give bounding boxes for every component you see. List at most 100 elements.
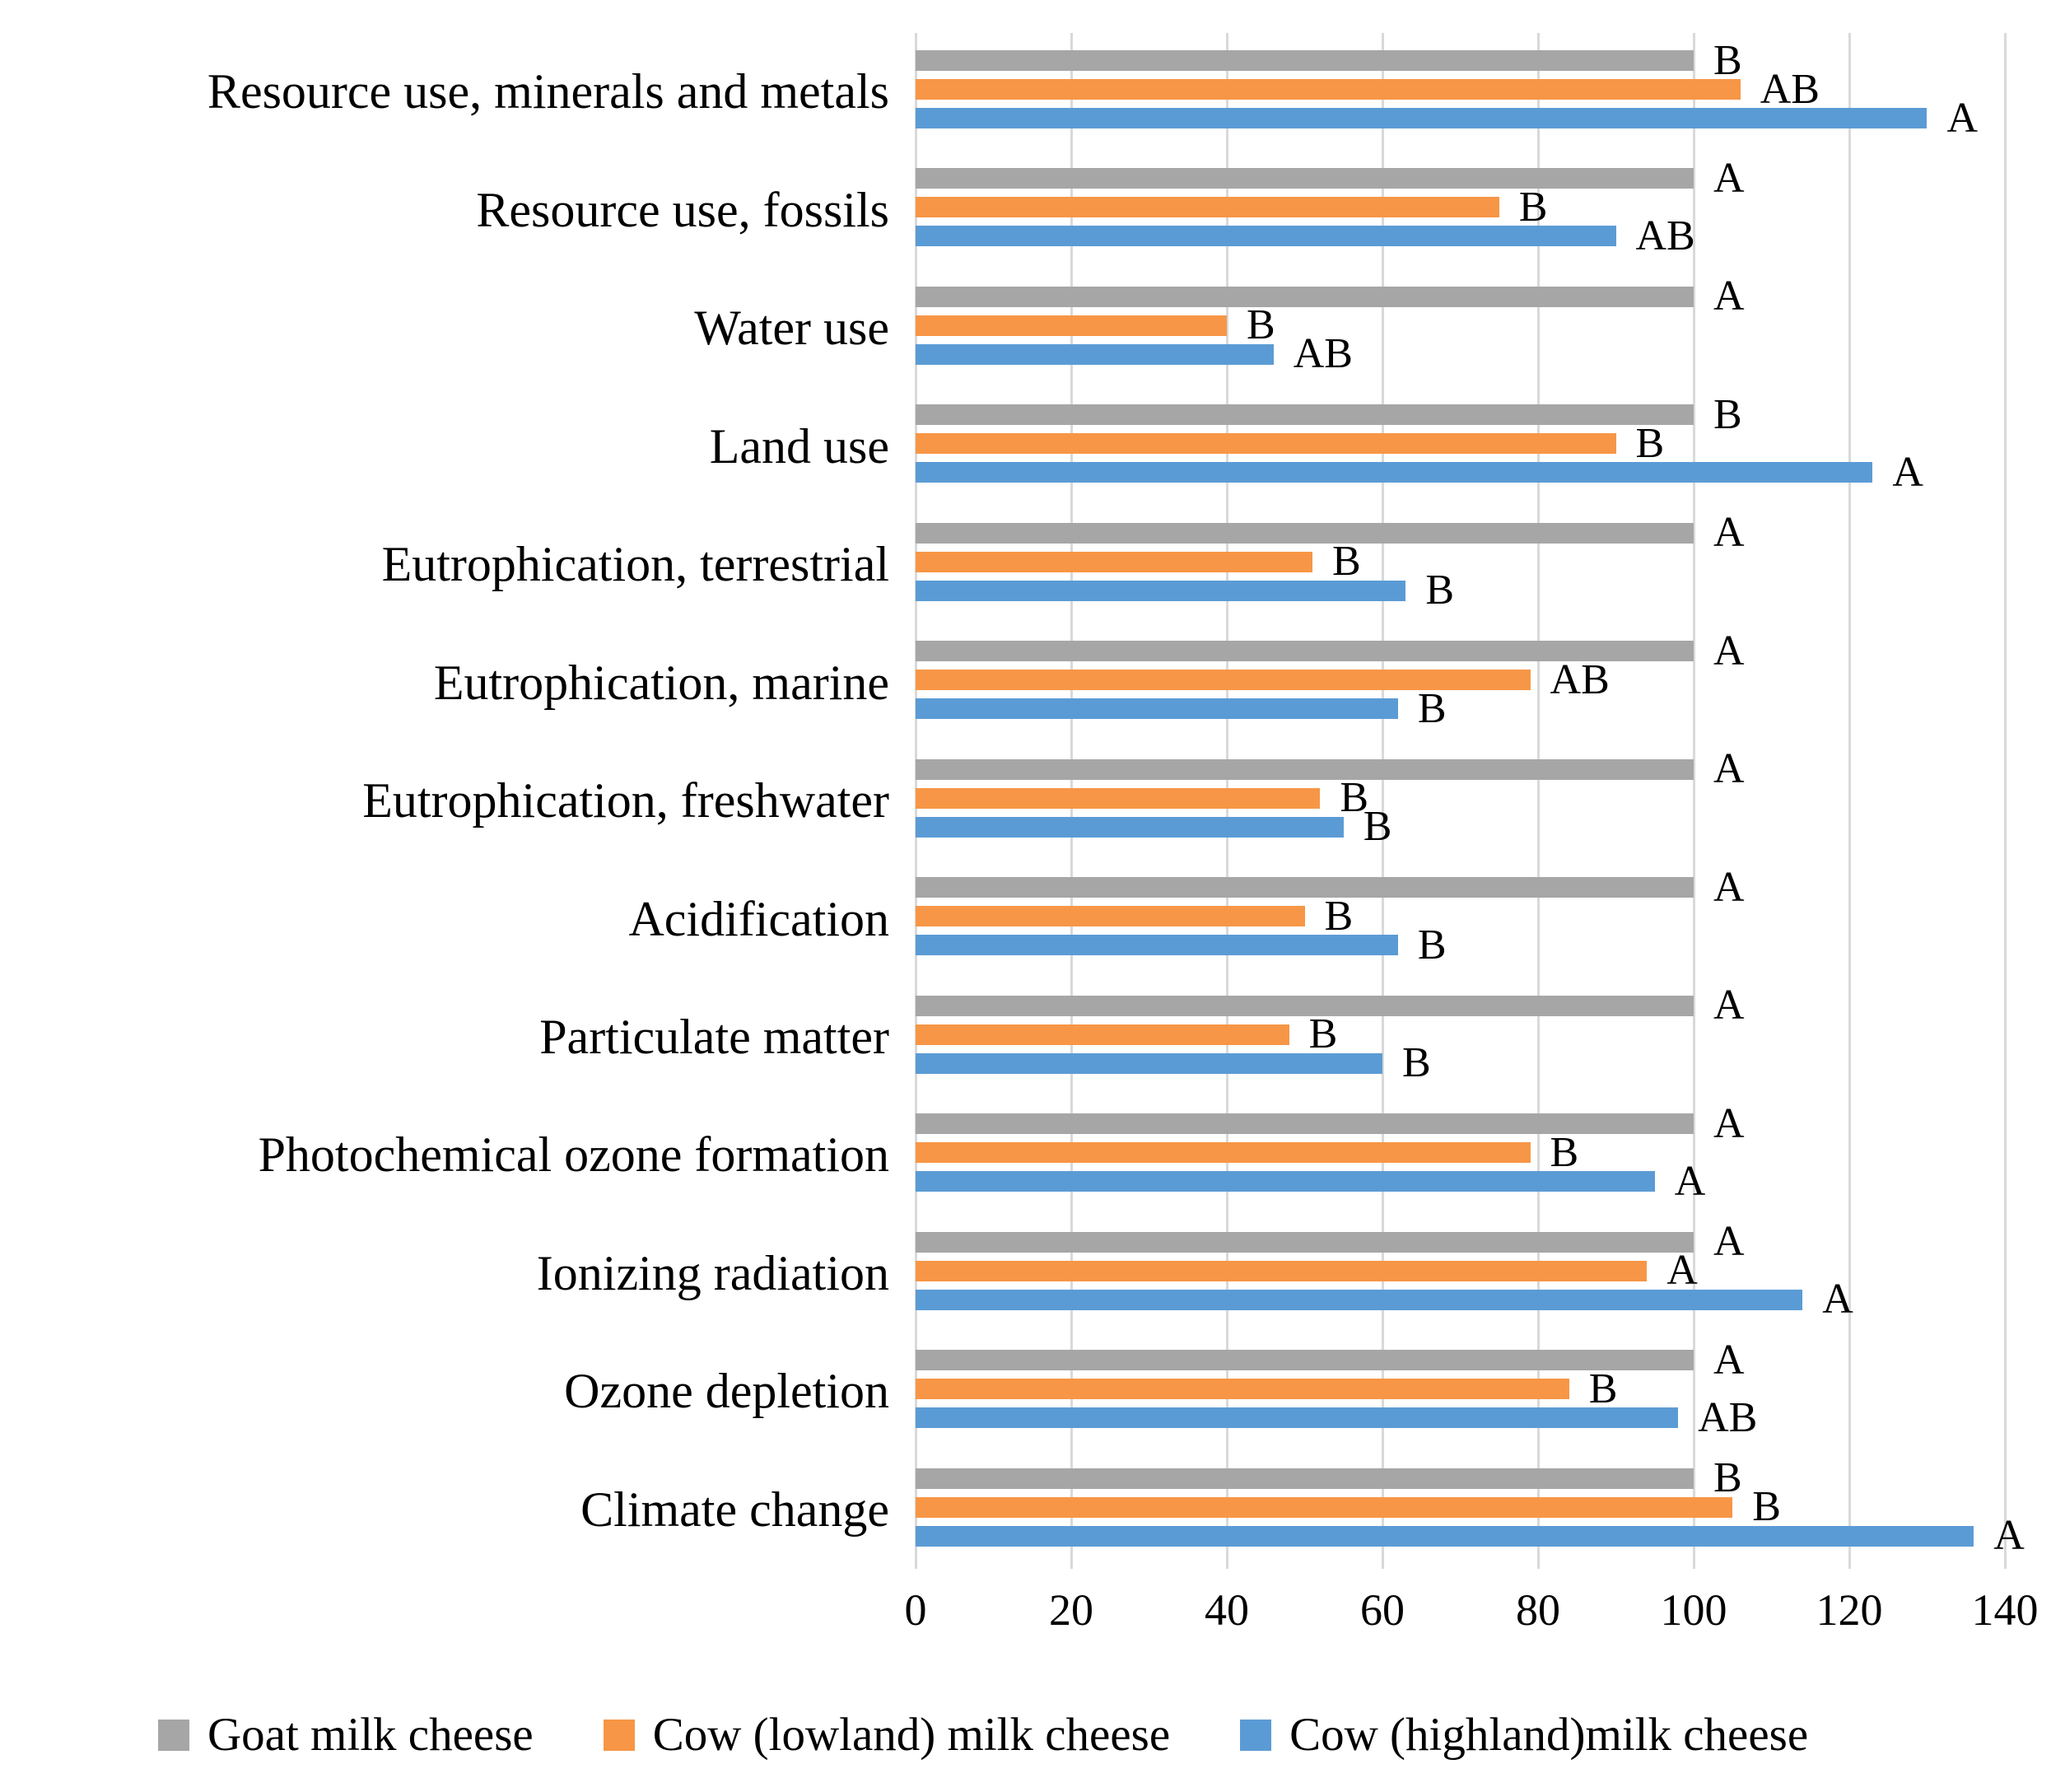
category-label: Photochemical ozone formation (258, 1127, 889, 1183)
bar-line: A (916, 96, 2005, 139)
x-tick-label: 100 (1660, 1585, 1727, 1635)
bar-line: B (916, 777, 2005, 819)
category-label: Climate change (580, 1482, 889, 1537)
significance-letter: AB (1635, 212, 1695, 259)
significance-letter: B (1635, 419, 1665, 467)
bar-goat-milk-cheese (916, 1231, 1694, 1253)
category-label: Land use (709, 418, 889, 474)
category-label: Resource use, fossils (476, 182, 889, 237)
bar-cow-highland-milk-cheese (916, 698, 1398, 720)
bar-cow-lowland-milk-cheese (916, 1379, 1569, 1400)
bar-line: B (916, 540, 2005, 583)
bar-cow-highland-milk-cheese (916, 1052, 1382, 1074)
significance-letter: AB (1760, 65, 1820, 113)
significance-letter: B (1247, 301, 1275, 349)
category-bars: A B A (916, 1096, 2005, 1214)
category-label: Eutrophication, marine (433, 655, 889, 710)
bar-cow-lowland-milk-cheese (916, 787, 1321, 809)
legend-item-goat-milk-cheese: Goat milk cheese (158, 1711, 534, 1758)
plot-area: Resource use, minerals and metals B AB A Res… (0, 33, 2065, 1569)
significance-letter: B (1331, 538, 1361, 586)
significance-letter: B (1340, 774, 1369, 822)
category-row-acidification: Acidification A B B (0, 860, 2065, 978)
category-bars: B AB A (916, 33, 2005, 151)
bar-line: B (916, 1367, 2005, 1410)
gridline-80 (1537, 33, 1540, 1569)
bar-cow-lowland-milk-cheese (916, 670, 1531, 691)
bar-goat-milk-cheese (916, 1113, 1694, 1135)
category-bars: A B AB (916, 151, 2005, 268)
category-label: Ozone depletion (564, 1364, 889, 1419)
significance-letter: B (1417, 684, 1447, 732)
significance-letter: A (1674, 1157, 1706, 1205)
significance-letter: A (1713, 627, 1745, 674)
bar-line: B (916, 185, 2005, 228)
significance-letter: A (1892, 448, 1923, 496)
gridline-60 (1382, 33, 1384, 1569)
bar-line: A (916, 511, 2005, 554)
bar-goat-milk-cheese (916, 50, 1694, 71)
category-label: Eutrophication, terrestrial (381, 537, 889, 592)
bar-cow-highland-milk-cheese (916, 935, 1398, 956)
category-label: Resource use, minerals and metals (207, 64, 889, 119)
bar-line: A (916, 1102, 2005, 1145)
legend-item-cow-lowland-milk-cheese: Cow (lowland) milk cheese (603, 1709, 1171, 1761)
category-row-climate-change: Climate change B B A (0, 1451, 2065, 1569)
bar-line: B (916, 687, 2005, 730)
bar-cow-lowland-milk-cheese (916, 79, 1741, 100)
bar-cow-highland-milk-cheese (916, 816, 1344, 838)
category-row-ionizing-radiation: Ionizing radiation A A A (0, 1215, 2065, 1332)
bar-cow-highland-milk-cheese (916, 580, 1406, 601)
bar-line: A (916, 275, 2005, 318)
significance-letter: A (1713, 982, 1745, 1029)
bar-line: AB (916, 333, 2005, 376)
bar-line: AB (916, 68, 2005, 110)
gridline-140 (2004, 33, 2007, 1569)
x-tick-label: 60 (1360, 1585, 1405, 1635)
bar-line: AB (916, 214, 2005, 257)
bar-line: A (916, 866, 2005, 908)
bar-cow-lowland-milk-cheese (916, 1024, 1289, 1045)
bar-cow-highland-milk-cheese (916, 1289, 1803, 1310)
bar-line: B (916, 569, 2005, 612)
category-bars: A B B (916, 978, 2005, 1096)
bar-cow-highland-milk-cheese (916, 343, 1274, 365)
bar-cow-highland-milk-cheese (916, 462, 1873, 483)
bar-cow-lowland-milk-cheese (916, 551, 1312, 572)
bar-cow-lowland-milk-cheese (916, 906, 1305, 927)
significance-letter: B (1308, 1010, 1338, 1058)
significance-letter: B (1402, 1039, 1431, 1087)
category-row-eutrophication-marine: Eutrophication, marine A AB B (0, 623, 2065, 741)
bar-goat-milk-cheese (916, 1468, 1694, 1489)
legend-marker-goat-milk-cheese (158, 1719, 189, 1751)
legend-label-cow-lowland-milk-cheese: Cow (lowland) milk cheese (652, 1709, 1171, 1761)
bar-goat-milk-cheese (916, 995, 1694, 1016)
bar-line: B (916, 1042, 2005, 1085)
x-tick-label: 140 (1971, 1585, 2039, 1635)
bar-goat-milk-cheese (916, 168, 1694, 189)
bar-line: B (916, 422, 2005, 464)
category-row-land-use: Land use B B A (0, 387, 2065, 505)
significance-letter: B (1713, 1454, 1742, 1502)
category-bars: A B AB (916, 269, 2005, 387)
significance-letter: A (1713, 273, 1745, 320)
significance-letter: A (1822, 1276, 1853, 1323)
bar-cow-lowland-milk-cheese (916, 197, 1499, 218)
x-tick-label: 20 (1049, 1585, 1093, 1635)
significance-letter: A (1713, 745, 1745, 793)
significance-letter: A (1666, 1247, 1698, 1295)
bar-line: A (916, 748, 2005, 791)
bar-line: B (916, 1457, 2005, 1500)
significance-letter: B (1550, 1128, 1579, 1176)
bar-line: B (916, 894, 2005, 937)
significance-letter: A (1713, 1099, 1745, 1147)
category-label: Particulate matter (539, 1009, 889, 1064)
significance-letter: B (1713, 390, 1742, 438)
significance-letter: B (1425, 567, 1455, 614)
bar-cow-highland-milk-cheese (916, 226, 1616, 247)
legend-item-cow-highland-milk-cheese: Cow (highland)milk cheese (1240, 1711, 1808, 1758)
significance-letter: B (1752, 1483, 1781, 1531)
bar-cow-highland-milk-cheese (916, 1407, 1679, 1429)
significance-letter: A (1993, 1512, 2025, 1560)
